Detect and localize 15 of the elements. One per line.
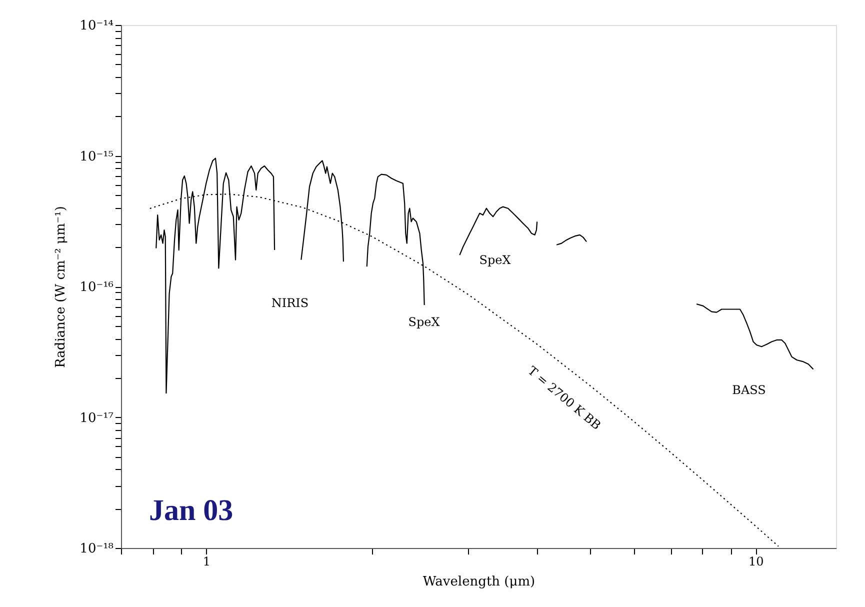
x-axis-title: Wavelength (μm) <box>422 574 536 590</box>
y-tick-label: 10⁻¹⁴ <box>80 18 114 34</box>
y-tick-label: 10⁻¹⁵ <box>80 149 114 164</box>
y-tick-label: 10⁻¹⁶ <box>80 280 114 295</box>
x-tick-label: 10 <box>748 554 764 568</box>
line-series <box>556 234 588 246</box>
x-tick-label: 1 <box>202 554 210 568</box>
annotation: SpeX <box>479 253 512 267</box>
y-tick-label: 10⁻¹⁷ <box>80 410 114 426</box>
annotation: BASS <box>732 383 766 397</box>
annotation: NIRIS <box>271 296 309 310</box>
annotation: Jan 03 <box>149 494 234 527</box>
y-axis-title: Radiance (W cm⁻² μm⁻¹) <box>54 206 69 368</box>
y-tick-label: 10⁻¹⁸ <box>80 542 114 556</box>
annotation: SpeX <box>408 315 440 329</box>
